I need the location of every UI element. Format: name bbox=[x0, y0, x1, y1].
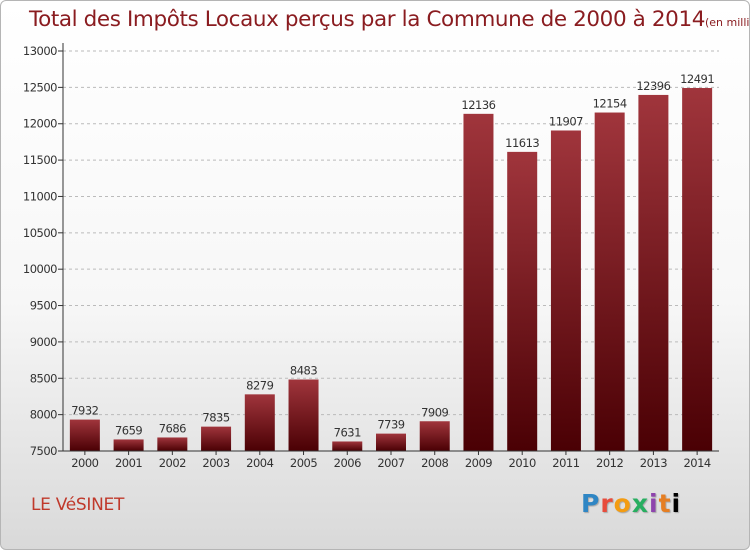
bar-2013 bbox=[638, 94, 669, 451]
bar-2006 bbox=[332, 441, 363, 451]
y-tick-label: 12500 bbox=[23, 80, 57, 94]
bar-2009 bbox=[463, 113, 494, 451]
y-tick-label: 9500 bbox=[30, 299, 57, 313]
proxiti-logo: Proxiti bbox=[581, 489, 682, 518]
x-tick-label: 2002 bbox=[159, 456, 186, 470]
bar-2005 bbox=[288, 379, 319, 451]
data-label: 7932 bbox=[71, 404, 98, 418]
bar-2012 bbox=[594, 112, 625, 451]
y-tick-label: 7500 bbox=[30, 444, 57, 458]
x-tick-label: 2001 bbox=[115, 456, 142, 470]
y-tick-label: 8000 bbox=[30, 408, 57, 422]
bar-2002 bbox=[157, 437, 188, 451]
bar-2000 bbox=[69, 419, 100, 451]
bar-2003 bbox=[201, 426, 232, 451]
y-tick-label: 10500 bbox=[23, 226, 57, 240]
x-tick-label: 2008 bbox=[421, 456, 448, 470]
y-tick-label: 11500 bbox=[23, 153, 57, 167]
x-tick-label: 2011 bbox=[552, 456, 579, 470]
data-label: 7686 bbox=[159, 421, 186, 435]
chart-subtitle: (en milliers d'€) bbox=[705, 16, 750, 29]
data-label: 8483 bbox=[290, 364, 317, 378]
data-label: 7739 bbox=[377, 418, 404, 432]
chart-title: Total des Impôts Locaux perçus par la Co… bbox=[29, 7, 705, 32]
data-label: 11907 bbox=[549, 114, 583, 128]
x-tick-label: 2009 bbox=[465, 456, 492, 470]
bar-2011 bbox=[550, 130, 581, 451]
chart-title-block: Total des Impôts Locaux perçus par la Co… bbox=[29, 7, 750, 32]
y-tick-label: 12000 bbox=[23, 117, 57, 131]
data-label: 7659 bbox=[115, 423, 142, 437]
data-label: 11613 bbox=[505, 136, 539, 150]
x-tick-label: 2013 bbox=[640, 456, 667, 470]
data-label: 12396 bbox=[636, 79, 670, 93]
y-tick-label: 10000 bbox=[23, 262, 57, 276]
y-tick-label: 9000 bbox=[30, 335, 57, 349]
x-tick-label: 2004 bbox=[246, 456, 273, 470]
x-tick-label: 2007 bbox=[377, 456, 404, 470]
y-tick-label: 8500 bbox=[30, 371, 57, 385]
x-tick-label: 2003 bbox=[202, 456, 229, 470]
data-label: 12154 bbox=[593, 97, 627, 111]
x-tick-label: 2000 bbox=[71, 456, 98, 470]
bar-2007 bbox=[376, 433, 406, 451]
x-tick-label: 2005 bbox=[290, 456, 317, 470]
x-tick-label: 2012 bbox=[596, 456, 623, 470]
data-label: 7835 bbox=[202, 411, 229, 425]
commune-label: LE VéSINET bbox=[31, 495, 125, 515]
bar-2004 bbox=[244, 394, 275, 451]
y-tick-label: 13000 bbox=[23, 44, 57, 58]
axes: 7500 8000 8500 9000 9500 10000 10500 11000 11500… bbox=[23, 43, 719, 470]
data-labels: 7932 7659 7686 7835 8279 8483 7631 7739 7909 1213… bbox=[71, 72, 715, 439]
data-label: 8279 bbox=[246, 378, 273, 392]
bar-2010 bbox=[507, 151, 538, 451]
bar-2008 bbox=[419, 421, 450, 451]
bars bbox=[69, 88, 713, 451]
data-label: 12491 bbox=[680, 72, 714, 86]
x-tick-label: 2010 bbox=[509, 456, 536, 470]
x-tick-label: 2006 bbox=[334, 456, 361, 470]
data-label: 12136 bbox=[461, 98, 495, 112]
y-tick-label: 11000 bbox=[23, 189, 57, 203]
data-label: 7631 bbox=[334, 425, 361, 439]
bar-2014 bbox=[682, 88, 713, 451]
data-label: 7909 bbox=[421, 405, 448, 419]
x-tick-label: 2014 bbox=[683, 456, 710, 470]
bar-2001 bbox=[113, 439, 144, 451]
